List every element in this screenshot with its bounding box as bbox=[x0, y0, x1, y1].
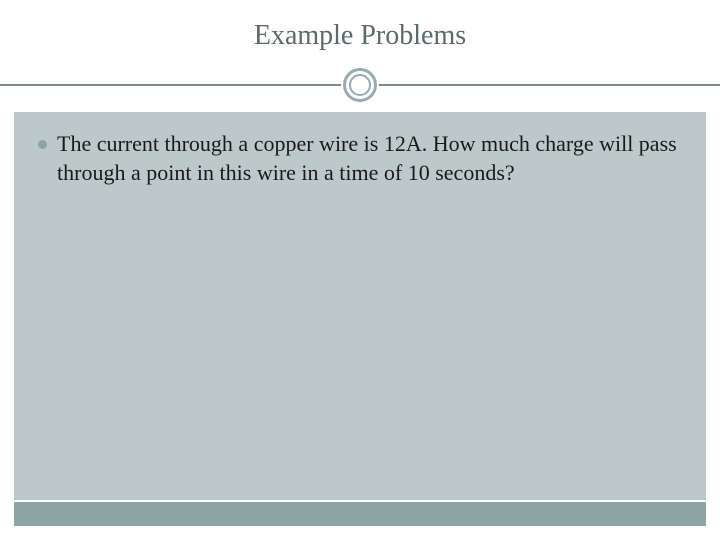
circle-inner-icon bbox=[349, 74, 371, 96]
bullet-text: The current through a copper wire is 12A… bbox=[57, 130, 682, 187]
bullet-item: The current through a copper wire is 12A… bbox=[38, 130, 682, 187]
content-area: The current through a copper wire is 12A… bbox=[14, 112, 706, 500]
slide: Example Problems The current through a c… bbox=[0, 0, 720, 540]
bottom-accent-bar bbox=[14, 502, 706, 526]
slide-title: Example Problems bbox=[0, 20, 720, 52]
title-area: Example Problems bbox=[0, 0, 720, 60]
circle-outer-icon bbox=[343, 68, 377, 102]
circle-badge bbox=[341, 66, 379, 104]
divider bbox=[0, 60, 720, 110]
bullet-dot-icon bbox=[38, 140, 47, 149]
